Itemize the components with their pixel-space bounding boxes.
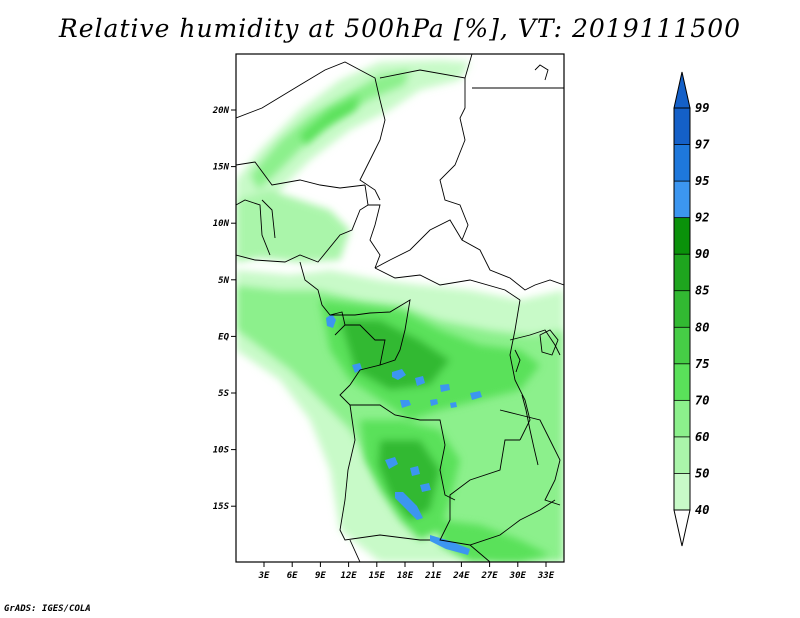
lake-line [521,394,539,466]
border-line [439,78,469,241]
country-borders [236,54,564,562]
border-line [236,204,369,263]
border-line [236,199,271,256]
border-line [349,539,361,562]
border-line [534,64,549,81]
grads-credit: GrADS: IGES/COLA [4,604,91,614]
colorbar-segment [674,400,690,437]
lat-label: 15S [213,502,230,512]
colorbar-label: 85 [695,284,709,298]
humidity-core-deep [340,320,450,390]
colorbar-segment [674,473,690,510]
map-frame [235,53,565,563]
border-line [374,219,564,291]
map-title: Relative humidity at 500hPa [%], VT: 201… [58,14,742,43]
colorbar-label: 50 [695,466,709,480]
saturated-patch [450,402,457,408]
colorbar-segment [674,327,690,364]
colorbar-label: 75 [695,357,709,371]
colorbar-segment [674,436,690,474]
lon-label: 30E [509,571,527,581]
lat-label: 15N [213,163,230,173]
lon-label: 21E [424,571,442,581]
colorbar-segment [674,254,690,291]
lon-label: 6E [287,571,298,581]
saturated-patch [410,466,420,476]
colorbar-label: 95 [695,174,709,188]
colorbar-segment [674,217,690,255]
humidity-area-west [236,190,350,262]
border-line [439,439,556,546]
border-line [439,444,456,501]
saturated-patch [440,384,450,392]
border-line [339,384,446,446]
border-line [359,99,386,201]
lon-label: 24E [452,571,470,581]
border-line [330,299,411,366]
lon-label: 15E [369,571,386,581]
border-line [469,544,491,562]
latitude-axis: 20N 15N 10N 5N EQ 5S 10S 15S [212,106,236,512]
colorbar-label: 90 [695,247,709,261]
humidity-core-north [300,95,360,145]
saturated-patch [400,400,411,408]
saturated-patch [420,483,431,492]
humidity-field [236,60,564,562]
saturated-patch [395,492,423,520]
colorbar-segment [674,290,690,328]
lat-label: EQ [218,332,229,342]
colorbar-label: 97 [695,138,710,152]
lat-label: 10S [213,446,230,456]
colorbar-label: 99 [695,101,709,115]
colorbar-bottom-arrow [673,509,691,547]
humidity-band-north [250,70,410,190]
saturated-patch [470,391,482,400]
saturated-patches [326,314,482,555]
border-line [339,404,430,541]
colorbar: 99 97 95 92 90 85 80 75 70 60 50 40 [673,71,710,547]
border-line [299,261,346,336]
lake-line [539,329,559,356]
lake-line [514,349,521,373]
lon-label: 3E [258,571,270,581]
border-line [236,61,381,119]
colorbar-label: 40 [695,503,709,517]
border-line [374,267,521,301]
saturated-patch [415,376,425,386]
lon-label: 12E [340,571,357,581]
lat-label: 20N [212,106,230,116]
colorbar-label: 80 [695,320,709,334]
lon-label: 27E [480,571,498,581]
colorbar-label: 70 [695,393,709,407]
saturated-patch [352,363,362,373]
border-line [379,54,473,79]
colorbar-segment [674,181,690,218]
colorbar-label: 92 [695,211,709,225]
border-line [499,409,561,506]
lon-label: 9E [315,571,326,581]
colorbar-top-arrow [673,71,691,109]
lon-label: 33E [537,571,555,581]
colorbar-segment [674,144,690,182]
saturated-patch [430,399,438,406]
border-line [509,329,561,356]
saturated-patch [385,457,398,469]
saturated-patch [392,369,406,380]
border-line [236,161,366,189]
border-line [364,184,381,269]
lat-label: 5N [218,276,229,286]
colorbar-segment [674,363,690,401]
border-line [345,324,386,386]
colorbar-segment [674,108,690,145]
colorbar-label: 60 [695,430,709,444]
lon-label: 18E [397,571,414,581]
lat-label: 5S [218,389,229,399]
border-line [261,199,276,239]
border-line [509,299,531,441]
lat-label: 10N [213,219,230,229]
longitude-axis: 3E 6E 9E 12E 15E 18E 21E 24E 27E 30E 33E [258,562,555,581]
saturated-patch [326,314,336,328]
